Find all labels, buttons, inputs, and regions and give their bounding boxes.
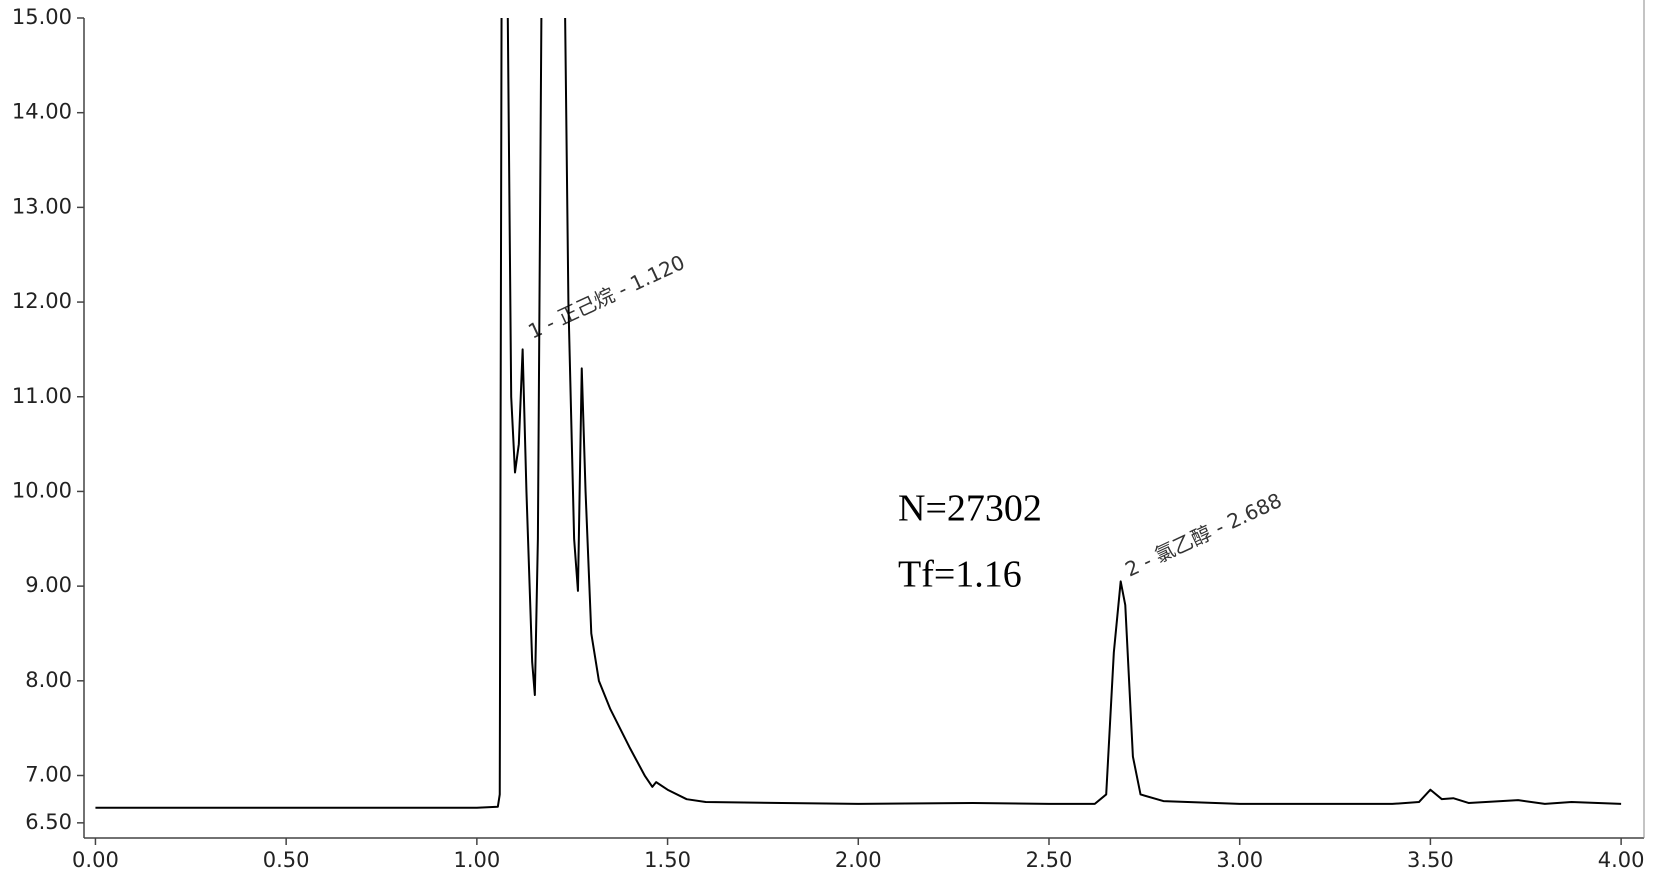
y-tick-label: 15.00 — [12, 5, 72, 29]
x-tick-label: 4.00 — [1598, 848, 1645, 872]
y-tick-label: 9.00 — [25, 573, 72, 597]
x-tick-label: 2.50 — [1026, 848, 1073, 872]
y-tick-label: 8.00 — [25, 668, 72, 692]
y-tick-label: 7.00 — [25, 763, 72, 787]
annotation: N=27302 — [898, 488, 1042, 530]
y-tick-label: 13.00 — [12, 194, 72, 218]
x-tick-label: 0.50 — [263, 848, 310, 872]
annotation: Tf=1.16 — [898, 554, 1022, 596]
y-tick-label: 12.00 — [12, 289, 72, 313]
x-tick-label: 3.00 — [1216, 848, 1263, 872]
x-tick-label: 3.50 — [1407, 848, 1454, 872]
y-tick-label: 14.00 — [12, 100, 72, 124]
trace-line — [95, 18, 1622, 809]
y-tick-label: 11.00 — [12, 384, 72, 408]
peak-label: 2 - 氯乙醇 - 2.688 — [1121, 488, 1285, 582]
x-tick-label: 2.00 — [835, 848, 882, 872]
x-tick-label: 0.00 — [72, 848, 119, 872]
y-tick-label: 6.50 — [25, 810, 72, 834]
peak-label: 1 - 正己烷 - 1.120 — [524, 250, 688, 344]
x-tick-label: 1.00 — [453, 848, 500, 872]
axes — [83, 0, 1645, 839]
y-tick-label: 10.00 — [12, 478, 72, 502]
x-tick-label: 1.50 — [644, 848, 691, 872]
